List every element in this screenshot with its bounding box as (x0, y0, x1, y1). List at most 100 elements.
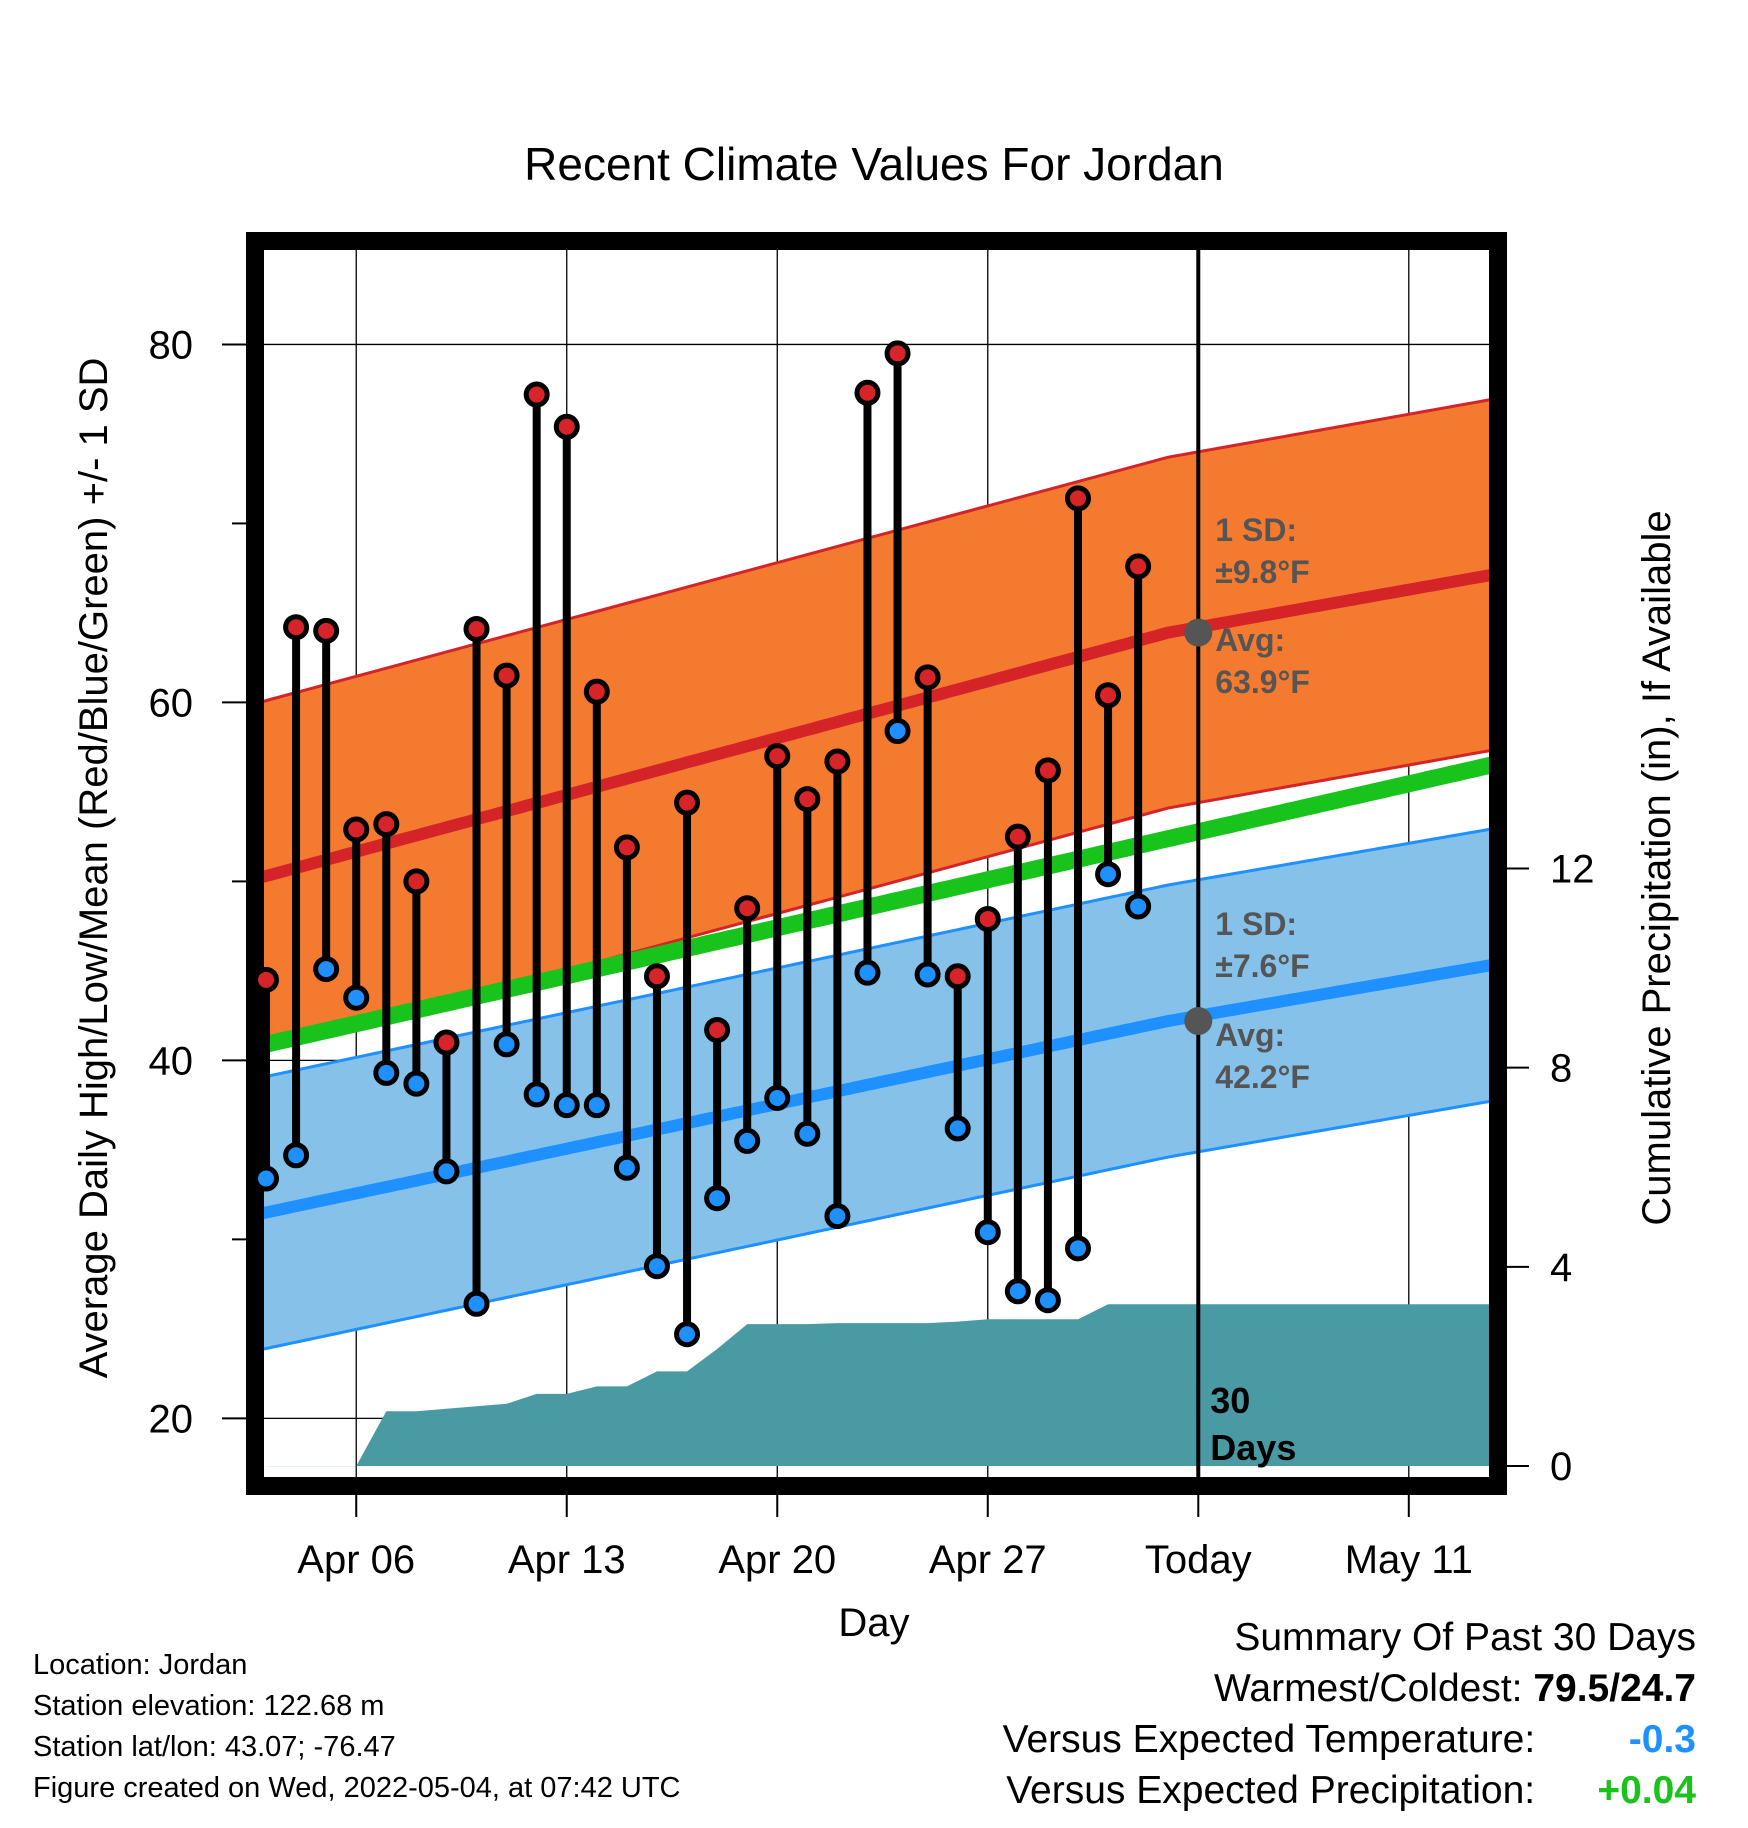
daily-low-point (313, 956, 340, 983)
y2-tick-label: 8 (1550, 1047, 1572, 1091)
plot-frame (246, 232, 1507, 1495)
daily-low-point (914, 961, 941, 988)
daily-low-point (1034, 1287, 1061, 1314)
normal-low-band-edge (260, 827, 1493, 1080)
summary-heading: Summary Of Past 30 Days (1234, 1616, 1696, 1659)
daily-high-point (794, 786, 821, 813)
warmest-label: Warmest/Coldest: (1214, 1667, 1523, 1710)
daily-low-point (463, 1290, 490, 1317)
daily-high-point (553, 413, 580, 440)
daily-low-point (1064, 1235, 1091, 1262)
high-sd-value: ±9.8°F (1215, 554, 1309, 590)
y-tick-label: 40 (149, 1039, 194, 1083)
location-text: Location: Jordan (33, 1649, 248, 1681)
y-axis-title: Average Daily High/Low/Mean (Red/Blue/Gr… (72, 358, 116, 1379)
daily-high-point (493, 662, 520, 689)
daily-high-point (523, 381, 550, 408)
daily-high-point (1095, 682, 1122, 709)
daily-low-point (583, 1092, 610, 1119)
daily-high-point (463, 616, 490, 643)
daily-low-point (523, 1081, 550, 1108)
daily-high-point (403, 868, 430, 895)
daily-high-point (704, 1016, 731, 1043)
x-tick-label: May 11 (1345, 1538, 1473, 1582)
warmest-value: 79.5/24.7 (1533, 1667, 1696, 1710)
daily-low-point (764, 1084, 791, 1111)
days-unit-label: Days (1210, 1427, 1296, 1468)
daily-high-point (613, 834, 640, 861)
normal-low-band (260, 828, 1493, 1350)
daily-high-point (884, 340, 911, 367)
daily-high-point (824, 748, 851, 775)
daily-low-point (1004, 1278, 1031, 1305)
temp-label: Versus Expected Temperature: (1002, 1718, 1536, 1761)
daily-high-point (944, 963, 971, 990)
low-sd-value: ±7.6°F (1215, 948, 1309, 984)
daily-high-point (1034, 757, 1061, 784)
high-sd-label: 1 SD: (1215, 512, 1297, 548)
daily-low-point (944, 1115, 971, 1142)
normal-mean-line (260, 756, 1493, 1054)
daily-high-point (283, 614, 310, 641)
daily-low-point (1095, 861, 1122, 888)
daily-high-point (313, 617, 340, 644)
latlon-text: Station lat/lon: 43.07; -76.47 (33, 1731, 396, 1763)
daily-high-point (433, 1029, 460, 1056)
daily-low-point (403, 1070, 430, 1097)
y2-axis-title: Cumulative Precipitation (in), If Availa… (1635, 510, 1679, 1225)
precipitation-area (266, 1304, 1493, 1467)
daily-high-point (734, 895, 761, 922)
daily-low-point (643, 1253, 670, 1280)
daily-high-point (373, 811, 400, 838)
daily-high-point (674, 789, 701, 816)
y2-tick-label: 0 (1550, 1445, 1572, 1489)
high-avg-label: Avg: (1215, 622, 1285, 658)
y-tick-label: 60 (149, 681, 194, 725)
daily-low-point (884, 718, 911, 745)
daily-low-point (373, 1059, 400, 1086)
summary-warmest-row: Warmest/Coldest: 79.5/24.7 (1003, 1663, 1696, 1714)
daily-high-point (1125, 553, 1152, 580)
daily-low-point (1125, 893, 1152, 920)
daily-low-point (613, 1154, 640, 1181)
y2-tick-label: 12 (1550, 847, 1595, 891)
daily-high-point (1004, 823, 1031, 850)
daily-high-point (253, 966, 280, 993)
daily-low-point (253, 1165, 280, 1192)
x-axis-title: Day (838, 1601, 909, 1645)
daily-low-point (433, 1158, 460, 1185)
daily-high-point (974, 905, 1001, 932)
y-tick-label: 80 (149, 323, 194, 367)
daily-high-point (914, 664, 941, 691)
summary-precip-row: Versus Expected Precipitation: +0.04 (1003, 1765, 1696, 1816)
daily-low-point (493, 1031, 520, 1058)
daily-high-point (583, 678, 610, 705)
high-avg-value: 63.9°F (1215, 664, 1310, 700)
x-tick-label: Apr 20 (718, 1538, 836, 1582)
daily-low-point (734, 1127, 761, 1154)
normal-low-today-marker (1184, 1007, 1213, 1036)
normal-high-line (260, 568, 1493, 884)
x-tick-label: Apr 06 (297, 1538, 415, 1582)
summary-panel: Summary Of Past 30 Days Warmest/Coldest:… (1003, 1612, 1696, 1816)
daily-high-point (643, 963, 670, 990)
y-tick-label: 20 (149, 1397, 194, 1441)
temp-value: -0.3 (1628, 1718, 1696, 1761)
summary-temp-row: Versus Expected Temperature: -0.3 (1003, 1714, 1696, 1765)
daily-low-point (553, 1092, 580, 1119)
normal-high-band-edge (260, 397, 1493, 704)
days-count-label: 30 (1210, 1380, 1250, 1421)
station-info: Location: Jordan Station elevation: 122.… (33, 1645, 681, 1809)
daily-high-point (1064, 485, 1091, 512)
x-tick-label: Apr 27 (929, 1538, 1047, 1582)
x-tick-label: Today (1145, 1538, 1252, 1582)
normal-high-today-marker (1184, 618, 1213, 647)
precip-value: +0.04 (1597, 1769, 1696, 1812)
daily-high-point (764, 743, 791, 770)
daily-low-point (794, 1120, 821, 1147)
daily-low-point (283, 1142, 310, 1169)
daily-low-point (824, 1203, 851, 1230)
elevation-text: Station elevation: 122.68 m (33, 1690, 385, 1722)
precip-label: Versus Expected Precipitation: (1006, 1769, 1536, 1812)
